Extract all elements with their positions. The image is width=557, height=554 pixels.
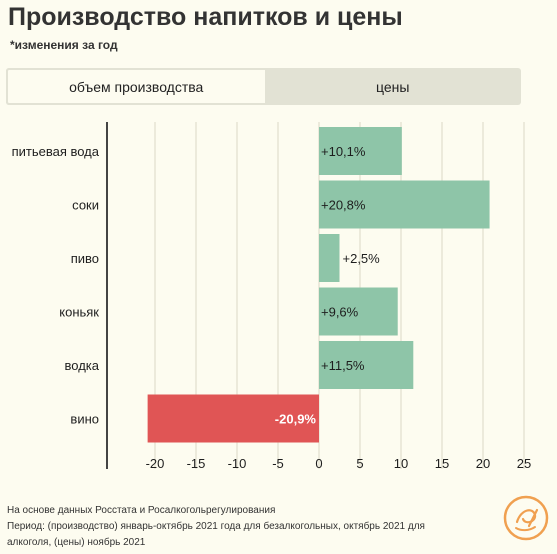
data-label: +9,6%: [321, 305, 359, 320]
x-tick-label: 25: [517, 456, 531, 471]
bar: [319, 341, 414, 389]
x-tick-label: 0: [315, 456, 322, 471]
x-tick-label: 5: [356, 456, 363, 471]
x-tick-label: -15: [187, 456, 206, 471]
category-label: соки: [72, 198, 99, 213]
bar: [319, 234, 340, 282]
data-label: -20,9%: [275, 412, 317, 427]
page-title: Производство напитков и цены: [8, 3, 403, 31]
bar: [147, 394, 319, 443]
data-label: +20,8%: [321, 198, 366, 213]
tab-bar: объем производства цены: [6, 68, 521, 105]
source-note: На основе данных Росстата и Росалкогольр…: [7, 505, 276, 516]
period-note-line-2: алкоголя, (цены) ноябрь 2021: [7, 537, 146, 548]
x-tick-label: -20: [146, 456, 165, 471]
bar-chart: питьевая вода +10,1% соки +20,8% пиво +2,5% ко…: [12, 122, 531, 471]
data-label: +2,5%: [343, 251, 381, 266]
category-label: пиво: [71, 251, 99, 266]
x-tick-label: 15: [435, 456, 449, 471]
x-tick-label: 20: [476, 456, 490, 471]
period-note-line-1: Период: (производство) январь-октябрь 20…: [7, 521, 425, 532]
category-label: водка: [65, 358, 100, 373]
tab-production-volume[interactable]: объем производства: [6, 68, 265, 105]
x-tick-label: -5: [272, 456, 284, 471]
tab-prices[interactable]: цены: [376, 78, 410, 95]
x-tick-label: 10: [394, 456, 408, 471]
data-label: +11,5%: [321, 358, 365, 373]
page-subtitle: *изменения за год: [10, 38, 118, 52]
data-label: +10,1%: [321, 144, 366, 159]
bar: [319, 180, 490, 229]
glass-logo-icon: [503, 495, 549, 541]
bar: [319, 287, 398, 336]
category-label: питьевая вода: [12, 144, 100, 159]
category-label: вино: [70, 412, 99, 427]
bar: [319, 127, 402, 175]
category-label: коньяк: [59, 305, 99, 320]
x-tick-label: -10: [228, 456, 247, 471]
